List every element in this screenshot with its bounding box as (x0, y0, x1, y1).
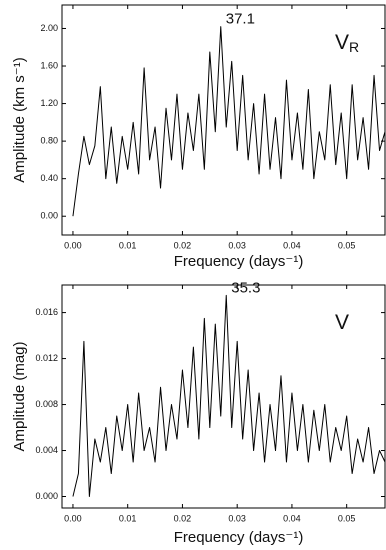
plot-frame (61, 284, 386, 509)
peak-label: 37.1 (226, 11, 255, 28)
x-axis-label: Frequency (days⁻¹) (174, 253, 304, 270)
y-tick-label: 0.004 (35, 445, 58, 455)
y-tick-label: 1.60 (40, 60, 58, 70)
x-tick-label: 0.03 (228, 240, 246, 250)
y-tick-label: 0.016 (35, 307, 58, 317)
y-tick-label: 0.008 (35, 399, 58, 409)
panel-label: V (335, 311, 349, 334)
x-tick-label: 0.02 (174, 513, 192, 523)
x-tick-label: 0.01 (119, 240, 137, 250)
y-tick-label: 0.80 (40, 135, 58, 145)
x-tick-label: 0.05 (338, 513, 356, 523)
panel-label-sub: R (349, 39, 359, 55)
plot-frame (61, 4, 386, 236)
x-tick-label: 0.00 (64, 240, 82, 250)
x-tick-label: 0.00 (64, 513, 82, 523)
x-tick-label: 0.03 (228, 513, 246, 523)
y-tick-label: 0.00 (40, 211, 58, 221)
panel-label: VR (335, 31, 359, 55)
y-tick-label: 2.00 (40, 23, 58, 33)
y-axis-label: Amplitude (mag) (11, 341, 28, 451)
panel-label-main: V (335, 311, 349, 334)
x-tick-label: 0.04 (283, 513, 301, 523)
y-tick-label: 0.000 (35, 491, 58, 501)
x-tick-label: 0.02 (174, 240, 192, 250)
x-tick-label: 0.01 (119, 513, 137, 523)
peak-label: 35.3 (231, 279, 260, 296)
series-line (72, 26, 386, 217)
panel-label-main: V (335, 31, 349, 54)
series-line (72, 294, 386, 498)
x-axis-label: Frequency (days⁻¹) (174, 529, 304, 546)
y-axis-label: Amplitude (km s⁻¹) (11, 57, 28, 182)
y-tick-label: 0.40 (40, 173, 58, 183)
x-tick-label: 0.04 (283, 240, 301, 250)
y-tick-label: 1.20 (40, 98, 58, 108)
x-tick-label: 0.05 (338, 240, 356, 250)
y-tick-label: 0.012 (35, 353, 58, 363)
